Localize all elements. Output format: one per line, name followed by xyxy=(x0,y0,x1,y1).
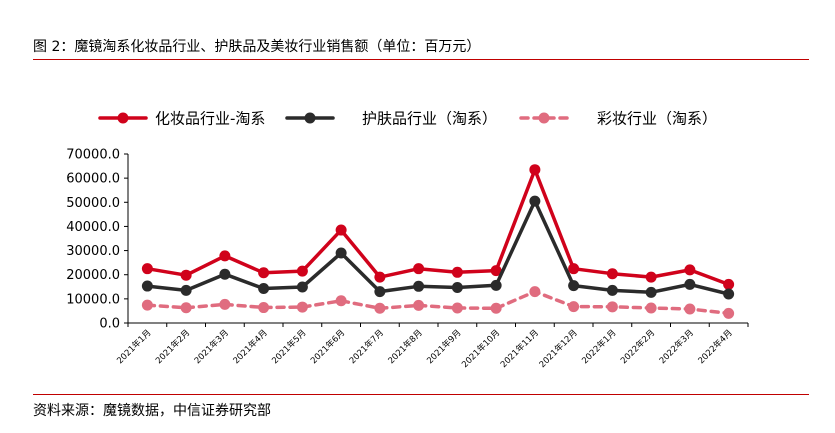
series-3-point xyxy=(684,303,696,315)
series-3-point xyxy=(219,298,231,310)
series-3-point xyxy=(568,301,580,313)
y-tick-label: 0.0 xyxy=(99,317,120,332)
series-3-point xyxy=(529,286,541,298)
y-tick-label: 30000.0 xyxy=(66,244,120,259)
series-1-point xyxy=(180,269,192,281)
legend-label: 彩妆行业（淘系） xyxy=(597,110,717,128)
series-line-2 xyxy=(145,199,731,296)
y-axis: 0.0 10000.0 20000.0 30000.0 40000.0 50000.0 60… xyxy=(66,148,129,332)
series-3-point xyxy=(335,295,347,307)
series-2-point xyxy=(258,282,270,294)
y-tick-label: 20000.0 xyxy=(66,268,120,283)
series-3-point xyxy=(413,299,425,311)
series-line-3 xyxy=(145,289,731,316)
plot-area xyxy=(141,164,735,319)
series-3-point xyxy=(296,301,308,313)
series-2-point xyxy=(219,268,231,280)
series-3-point xyxy=(258,302,270,314)
series-1-point xyxy=(684,264,696,276)
y-tick-label: 60000.0 xyxy=(66,172,120,187)
series-2-point xyxy=(180,284,192,296)
series-3-point xyxy=(490,302,502,314)
series-2-point xyxy=(645,286,657,298)
series-2-point xyxy=(723,288,735,300)
series-3-point xyxy=(606,301,618,313)
series-2-point xyxy=(296,281,308,293)
series-1-point xyxy=(296,265,308,277)
series-2-point xyxy=(451,282,463,294)
x-tick-label: 2021年12月 xyxy=(537,327,580,370)
series-1-point xyxy=(413,263,425,275)
x-tick-label: 2021年6月 xyxy=(308,327,347,366)
x-tick-label: 2022年2月 xyxy=(618,327,657,366)
series-1-point xyxy=(451,266,463,278)
series-3-point xyxy=(374,302,386,314)
series-3-point xyxy=(141,299,153,311)
title-rule xyxy=(33,59,809,60)
series-2-point xyxy=(374,286,386,298)
series-1-point xyxy=(219,250,231,262)
series-2-point xyxy=(529,195,541,207)
x-axis: 2021年1月 2021年2月 2021年3月 2021年4月 2021年5月 2021年… xyxy=(115,322,749,370)
x-tick-label: 2021年7月 xyxy=(347,327,386,366)
series-3-point xyxy=(180,302,192,314)
x-tick-label: 2021年5月 xyxy=(270,327,309,366)
series-1-point xyxy=(606,268,618,280)
legend-label: 化妆品行业-淘系 xyxy=(155,110,265,128)
legend-swatch-marker xyxy=(304,112,316,124)
series-3-point xyxy=(723,307,735,319)
series-3-point xyxy=(451,302,463,314)
series-2-point xyxy=(606,284,618,296)
x-tick-label: 2022年4月 xyxy=(696,327,735,366)
series-line-1 xyxy=(145,167,731,287)
x-tick-label: 2022年1月 xyxy=(580,327,619,366)
source-rule xyxy=(33,394,809,395)
series-1-point xyxy=(258,267,270,279)
x-tick-label: 2021年8月 xyxy=(386,327,425,366)
series-1-point xyxy=(490,265,502,277)
legend: 化妆品行业-淘系 护肤品行业（淘系） 彩妆行业（淘系） xyxy=(98,110,717,128)
series-1-point xyxy=(723,278,735,290)
y-tick-label: 40000.0 xyxy=(66,220,120,235)
x-tick-label: 2021年4月 xyxy=(231,327,270,366)
x-tick-label: 2021年3月 xyxy=(192,327,231,366)
series-2-point xyxy=(684,278,696,290)
legend-swatch-marker xyxy=(117,112,129,124)
series-2-point xyxy=(413,280,425,292)
x-tick-label: 2022年3月 xyxy=(657,327,696,366)
x-tick-label: 2021年2月 xyxy=(153,327,192,366)
series-2-point xyxy=(141,280,153,292)
series-1-point xyxy=(374,271,386,283)
series-2-point xyxy=(335,247,347,259)
source-note: 资料来源：魔镜数据，中信证券研究部 xyxy=(33,403,271,419)
legend-swatch-marker xyxy=(538,112,550,124)
series-1-point xyxy=(529,164,541,176)
legend-label: 护肤品行业（淘系） xyxy=(362,110,497,128)
y-tick-label: 70000.0 xyxy=(66,148,120,163)
series-2-point xyxy=(490,279,502,291)
y-tick-label: 10000.0 xyxy=(66,292,120,307)
series-1-point xyxy=(568,263,580,275)
x-tick-label: 2021年10月 xyxy=(459,327,502,370)
series-1-point xyxy=(141,263,153,275)
series-3-point xyxy=(645,302,657,314)
figure-title: 图 2：魔镜淘系化妆品行业、护肤品及美妆行业销售额（单位：百万元） xyxy=(33,39,481,55)
x-tick-label: 2021年9月 xyxy=(425,327,464,366)
x-tick-label: 2021年11月 xyxy=(498,327,541,370)
series-1-point xyxy=(335,224,347,236)
series-2-point xyxy=(568,280,580,292)
x-tick-label: 2021年1月 xyxy=(115,327,154,366)
y-tick-label: 50000.0 xyxy=(66,196,120,211)
series-1-point xyxy=(645,271,657,283)
